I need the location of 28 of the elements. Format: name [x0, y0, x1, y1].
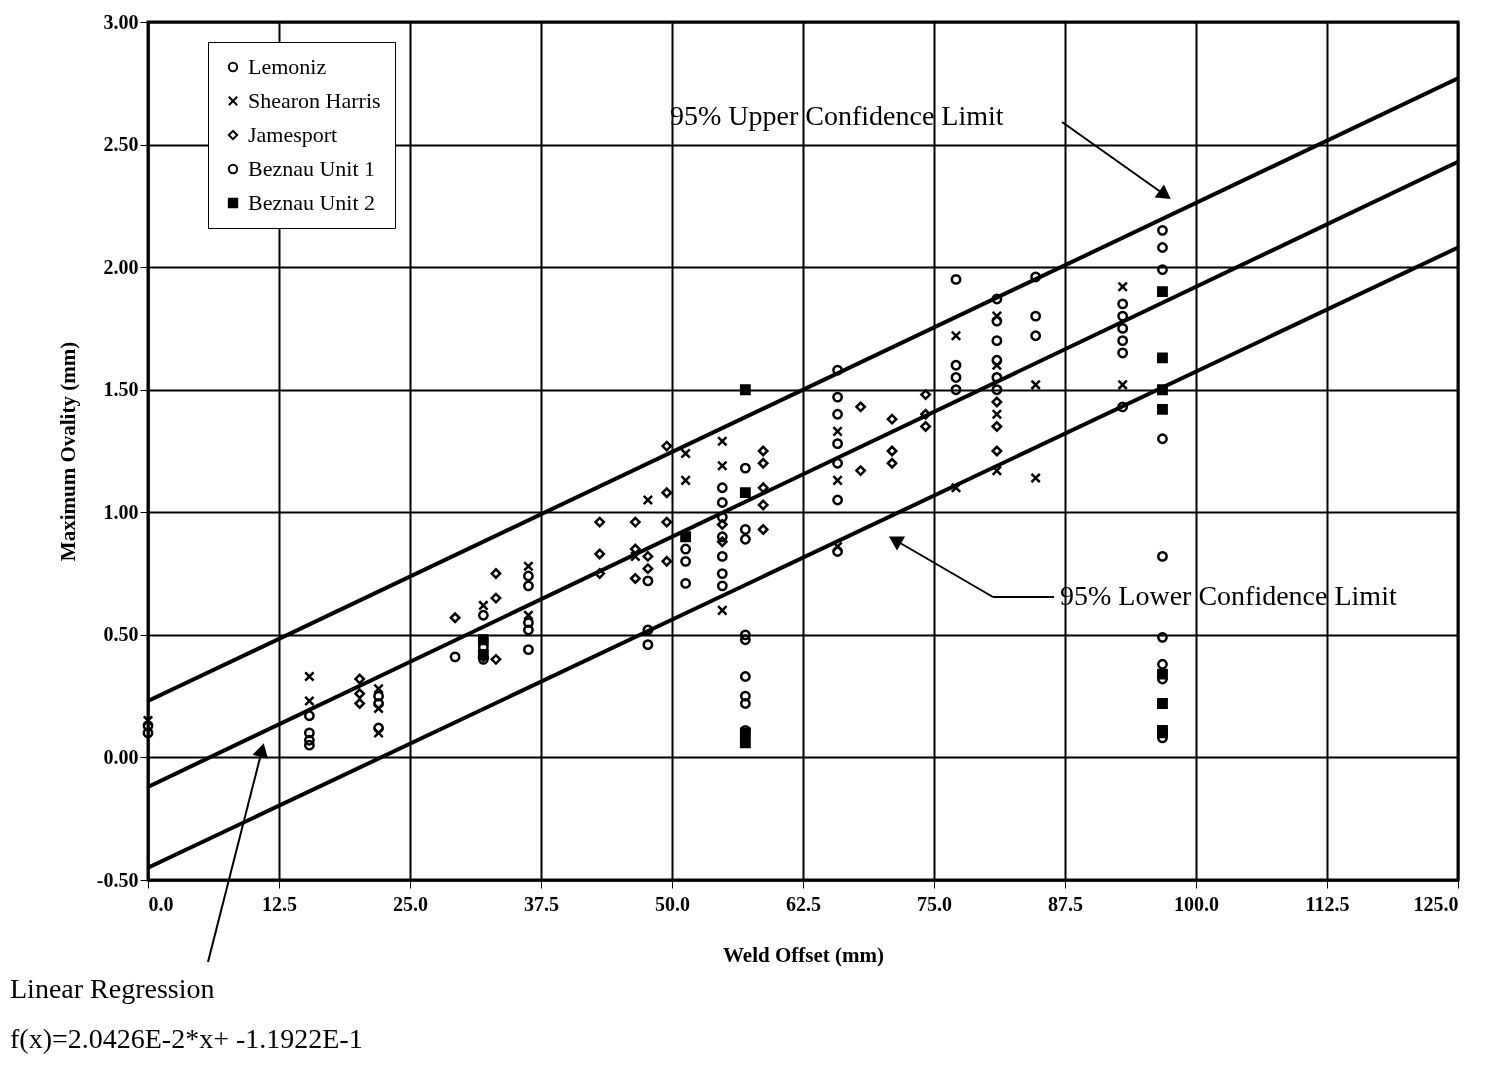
x-tick-label: 50.0 — [655, 892, 690, 915]
y-tick-label: -0.50 — [96, 868, 139, 891]
text: f(x)=2.0426E-2*x+ -1.1922E-1 — [10, 1023, 363, 1054]
text: Linear Regression — [10, 973, 215, 1004]
x-tick-label: 37.5 — [524, 892, 559, 915]
x-tick-label: 12.5 — [262, 892, 297, 915]
x-tick-label: 62.5 — [786, 892, 821, 915]
y-tick-label: 1.50 — [103, 378, 139, 401]
y-tick-label: 0.50 — [103, 623, 139, 646]
y-tick-label: 2.50 — [103, 133, 139, 156]
legend-label: Beznau Unit 2 — [248, 190, 376, 215]
x-tick-label: 87.5 — [1048, 892, 1083, 915]
y-tick-label: 2.00 — [103, 255, 139, 278]
y-axis-title: Maximum Ovality (mm) — [55, 341, 80, 562]
legend-label: Jamesport — [248, 122, 338, 147]
y-tick-label: 0.00 — [103, 745, 139, 768]
x-tick-label: 25.0 — [393, 892, 428, 915]
x-tick-label: 0.0 — [148, 892, 174, 915]
legend-label: Lemoniz — [248, 54, 327, 79]
y-tick-label: 3.00 — [103, 10, 139, 33]
y-tick-label: 1.00 — [103, 500, 139, 523]
x-tick-label: 100.0 — [1174, 892, 1219, 915]
x-tick-label: 125.0 — [1413, 892, 1459, 915]
x-tick-label: 75.0 — [917, 892, 952, 915]
legend-label: Beznau Unit 1 — [248, 156, 376, 181]
legend-label: Shearon Harris — [248, 88, 381, 113]
x-tick-label: 112.5 — [1305, 892, 1350, 915]
x-axis-title: Weld Offset (mm) — [723, 942, 884, 967]
